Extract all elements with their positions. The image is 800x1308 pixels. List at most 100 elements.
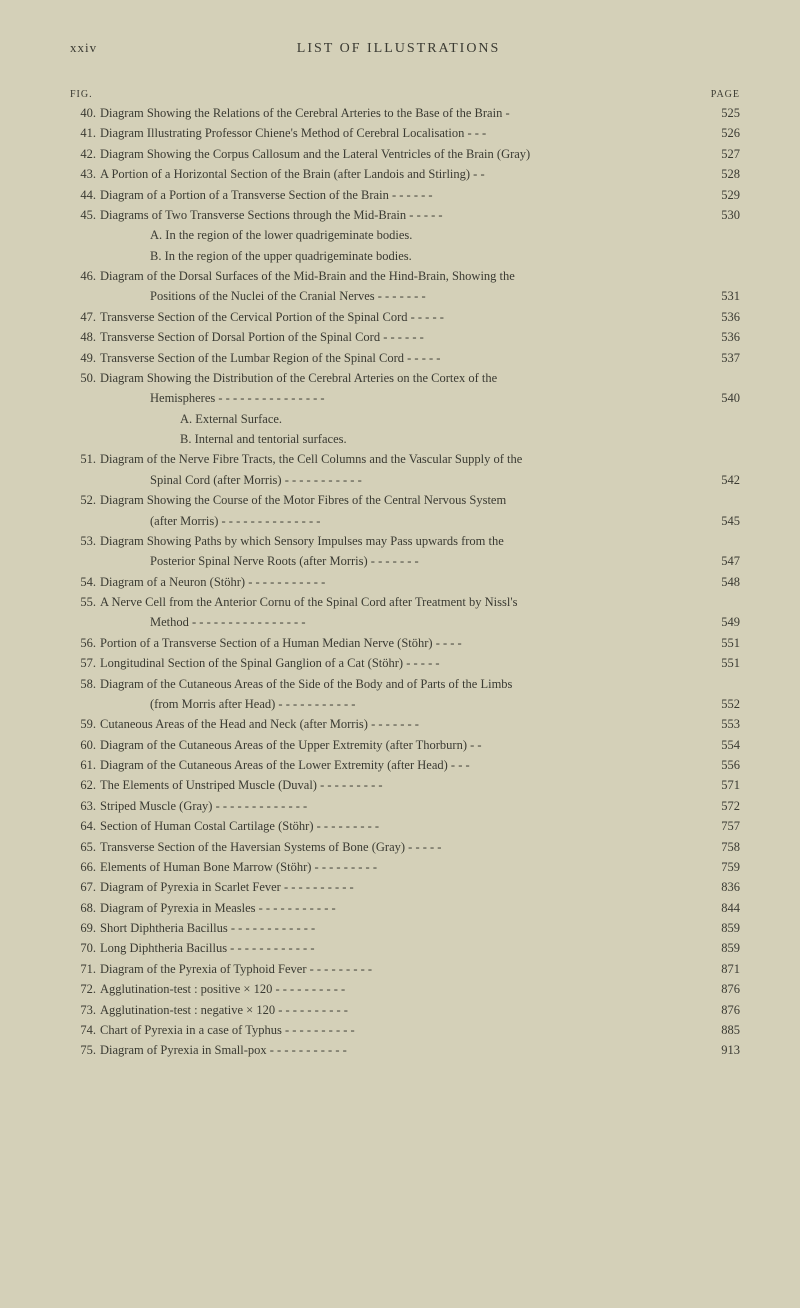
entry-page-number: 759 [706,858,740,877]
entry-description: A Portion of a Horizontal Section of the… [100,165,706,184]
entry-fig-number: 71. [70,960,100,979]
entry-page-number: 885 [706,1021,740,1040]
entry-description: B. In the region of the upper quadrigemi… [100,247,706,266]
entry-fig-number: 54. [70,573,100,592]
entry-description: Diagram Showing the Relations of the Cer… [100,104,706,123]
entry-description: The Elements of Unstriped Muscle (Duval)… [100,776,706,795]
entry-page-number: 527 [706,145,740,164]
entry-description: Striped Muscle (Gray) - - - - - - - - - … [100,797,706,816]
entries-list: 40.Diagram Showing the Relations of the … [70,104,740,1061]
entry-fig-number: 50. [70,369,100,388]
entry-row: 50.Diagram Showing the Distribution of t… [70,369,740,388]
entry-description: Short Diphtheria Bacillus - - - - - - - … [100,919,706,938]
entry-page-number: 913 [706,1041,740,1060]
entry-fig-number: 51. [70,450,100,469]
entry-row: 45.Diagrams of Two Transverse Sections t… [70,206,740,225]
entry-description: Diagram of Pyrexia in Measles - - - - - … [100,899,706,918]
entry-row: A. External Surface. [70,410,740,429]
entry-row: Method - - - - - - - - - - - - - - - -54… [70,613,740,632]
entry-page-number: 554 [706,736,740,755]
entry-description: Portion of a Transverse Section of a Hum… [100,634,706,653]
entry-fig-number: 70. [70,939,100,958]
entry-page-number: 871 [706,960,740,979]
entry-description: Hemispheres - - - - - - - - - - - - - - … [100,389,706,408]
entry-row: 71.Diagram of the Pyrexia of Typhoid Fev… [70,960,740,979]
entry-row: 73.Agglutination-test : negative × 120 -… [70,1001,740,1020]
entry-row: 51.Diagram of the Nerve Fibre Tracts, th… [70,450,740,469]
entry-description: Transverse Section of Dorsal Portion of … [100,328,706,347]
entry-page-number: 542 [706,471,740,490]
page-container: xxiv LIST OF ILLUSTRATIONS FIG. PAGE 40.… [0,0,800,1112]
entry-fig-number: 73. [70,1001,100,1020]
entry-row: 63.Striped Muscle (Gray) - - - - - - - -… [70,797,740,816]
entry-description: Diagram of the Dorsal Surfaces of the Mi… [100,267,706,286]
entry-fig-number: 75. [70,1041,100,1060]
entry-fig-number: 42. [70,145,100,164]
col-fig-label: FIG. [70,89,93,100]
entry-page-number: 530 [706,206,740,225]
entry-description: Diagram of the Cutaneous Areas of the Up… [100,736,706,755]
entry-fig-number: 67. [70,878,100,897]
entry-row: 70.Long Diphtheria Bacillus - - - - - - … [70,939,740,958]
entry-description: Diagram of a Neuron (Stöhr) - - - - - - … [100,573,706,592]
entry-row: 59.Cutaneous Areas of the Head and Neck … [70,715,740,734]
entry-description: A. In the region of the lower quadrigemi… [100,226,706,245]
entry-fig-number: 53. [70,532,100,551]
entry-page-number: 551 [706,634,740,653]
entry-row: 53.Diagram Showing Paths by which Sensor… [70,532,740,551]
entry-row: 44.Diagram of a Portion of a Transverse … [70,186,740,205]
entry-description: Diagram Showing Paths by which Sensory I… [100,532,706,551]
entry-description: Diagram Showing the Distribution of the … [100,369,706,388]
entry-description: A. External Surface. [100,410,706,429]
entry-page-number: 528 [706,165,740,184]
entry-fig-number: 74. [70,1021,100,1040]
entry-description: Posterior Spinal Nerve Roots (after Morr… [100,552,706,571]
entry-page-number: 556 [706,756,740,775]
entry-description: Longitudinal Section of the Spinal Gangl… [100,654,706,673]
entry-page-number: 552 [706,695,740,714]
entry-row: B. Internal and tentorial surfaces. [70,430,740,449]
entry-row: 56.Portion of a Transverse Section of a … [70,634,740,653]
entry-description: Diagram of a Portion of a Transverse Sec… [100,186,706,205]
entry-description: Method - - - - - - - - - - - - - - - - [100,613,706,632]
entry-row: 61.Diagram of the Cutaneous Areas of the… [70,756,740,775]
entry-page-number: 531 [706,287,740,306]
entry-fig-number: 41. [70,124,100,143]
entry-page-number: 547 [706,552,740,571]
entry-row: A. In the region of the lower quadrigemi… [70,226,740,245]
entry-fig-number: 68. [70,899,100,918]
entry-description: Positions of the Nuclei of the Cranial N… [100,287,706,306]
entry-row: 42.Diagram Showing the Corpus Callosum a… [70,145,740,164]
entry-description: Diagram of the Pyrexia of Typhoid Fever … [100,960,706,979]
entry-row: 58.Diagram of the Cutaneous Areas of the… [70,675,740,694]
entry-row: 46.Diagram of the Dorsal Surfaces of the… [70,267,740,286]
entry-description: Agglutination-test : positive × 120 - - … [100,980,706,999]
entry-fig-number: 59. [70,715,100,734]
entry-row: B. In the region of the upper quadrigemi… [70,247,740,266]
entry-description: Elements of Human Bone Marrow (Stöhr) - … [100,858,706,877]
entry-fig-number: 48. [70,328,100,347]
entry-row: (after Morris) - - - - - - - - - - - - -… [70,512,740,531]
entry-page-number: 537 [706,349,740,368]
entry-fig-number: 47. [70,308,100,327]
entry-page-number: 859 [706,939,740,958]
entry-fig-number: 40. [70,104,100,123]
entry-description: Chart of Pyrexia in a case of Typhus - -… [100,1021,706,1040]
entry-row: 40.Diagram Showing the Relations of the … [70,104,740,123]
entry-description: Diagram of the Cutaneous Areas of the Lo… [100,756,706,775]
entry-row: 62.The Elements of Unstriped Muscle (Duv… [70,776,740,795]
entry-row: Positions of the Nuclei of the Cranial N… [70,287,740,306]
entry-fig-number: 69. [70,919,100,938]
entry-page-number: 529 [706,186,740,205]
entry-description: Diagram of the Cutaneous Areas of the Si… [100,675,706,694]
entry-row: Posterior Spinal Nerve Roots (after Morr… [70,552,740,571]
entry-description: Diagram of Pyrexia in Scarlet Fever - - … [100,878,706,897]
entry-row: Hemispheres - - - - - - - - - - - - - - … [70,389,740,408]
entry-fig-number: 56. [70,634,100,653]
header-row: xxiv LIST OF ILLUSTRATIONS [70,40,740,57]
entry-description: (from Morris after Head) - - - - - - - -… [100,695,706,714]
entry-fig-number: 66. [70,858,100,877]
entry-description: Cutaneous Areas of the Head and Neck (af… [100,715,706,734]
entry-description: B. Internal and tentorial surfaces. [100,430,706,449]
entry-description: (after Morris) - - - - - - - - - - - - -… [100,512,706,531]
